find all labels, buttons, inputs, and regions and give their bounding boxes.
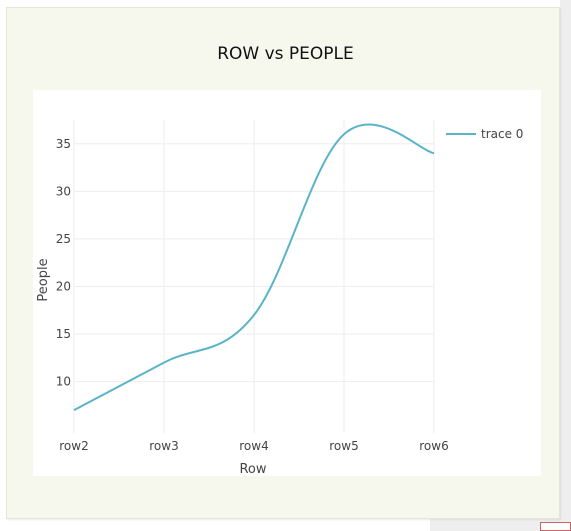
chart-title: ROW vs PEOPLE (217, 44, 354, 64)
y-tick-label: 15 (56, 327, 71, 341)
x-tick-labels: row2 row3 row4 row5 row6 (59, 439, 448, 453)
series-line (73, 123, 435, 412)
y-axis-title: People (36, 258, 51, 301)
x-tick-label: row4 (239, 439, 268, 453)
legend-label: trace 0 (481, 127, 523, 141)
backdrop-right (560, 0, 571, 531)
x-tick-label: row2 (59, 439, 88, 453)
x-tick-label: row6 (419, 439, 448, 453)
legend: trace 0 (446, 127, 523, 141)
x-axis-title: Row (239, 462, 266, 477)
backdrop-bottom (430, 518, 571, 531)
plot-area (33, 90, 541, 476)
y-tick-label: 35 (56, 137, 71, 151)
x-gridlines (73, 120, 435, 433)
y-gridlines (74, 143, 434, 383)
series-lines (73, 123, 435, 412)
x-tick-label: row5 (329, 439, 358, 453)
y-tick-labels: 10 15 20 25 30 35 (56, 137, 71, 389)
y-tick-label: 20 (56, 279, 71, 293)
y-tick-label: 30 (56, 184, 71, 198)
y-tick-label: 25 (56, 232, 71, 246)
y-tick-label: 10 (56, 375, 71, 389)
x-tick-label: row3 (149, 439, 178, 453)
